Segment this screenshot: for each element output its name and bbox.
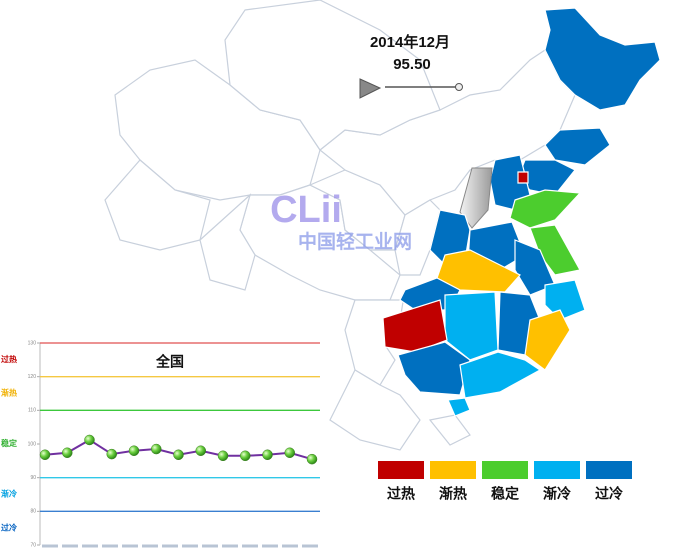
- y-tick-label: 100: [28, 441, 37, 447]
- legend-label: 过热: [387, 486, 415, 502]
- chart-panel: [2, 336, 328, 551]
- point: [173, 449, 184, 461]
- point: [151, 443, 162, 455]
- band-label: 过热: [1, 354, 17, 364]
- band-label: 渐冷: [1, 489, 17, 499]
- band-label: 稳定: [1, 438, 17, 448]
- point: [195, 445, 206, 456]
- point: [39, 449, 51, 461]
- point: [284, 447, 295, 459]
- watermark-name: 中国轻工业网: [298, 230, 412, 253]
- point: [106, 448, 117, 460]
- legend-swatch: [586, 461, 632, 479]
- point: [306, 453, 318, 465]
- map: [104, 0, 661, 451]
- legend-label: 过冷: [595, 486, 623, 502]
- point: [84, 434, 95, 446]
- band-label: 渐热: [1, 388, 17, 398]
- legend: 过热 渐热 稳定 渐冷 过冷: [378, 461, 632, 502]
- point: [217, 450, 229, 462]
- legend-label: 渐热: [439, 486, 467, 502]
- legend-swatch: [482, 461, 528, 479]
- band-label: 过冷: [1, 522, 17, 532]
- chart-title: 全国: [155, 354, 184, 370]
- slider-handle[interactable]: [455, 83, 463, 91]
- point: [62, 447, 73, 459]
- index-value: 95.50: [393, 56, 431, 73]
- legend-swatch: [378, 461, 424, 479]
- point: [240, 450, 251, 462]
- legend-label: 稳定: [491, 486, 519, 502]
- legend-label: 渐冷: [543, 486, 571, 502]
- legend-swatch: [430, 461, 476, 479]
- point: [262, 449, 273, 461]
- point: [128, 445, 140, 456]
- y-tick-label: 130: [28, 340, 37, 346]
- y-tick-label: 90: [30, 475, 36, 481]
- watermark-logo: CLii: [270, 189, 342, 231]
- y-tick-label: 80: [30, 509, 36, 515]
- y-tick-label: 120: [28, 374, 37, 380]
- play-button[interactable]: [359, 78, 382, 99]
- date: 2014年12月: [370, 33, 450, 51]
- legend-swatch: [534, 461, 580, 479]
- y-tick-label: 110: [28, 408, 36, 414]
- y-tick-label: 70: [30, 542, 36, 548]
